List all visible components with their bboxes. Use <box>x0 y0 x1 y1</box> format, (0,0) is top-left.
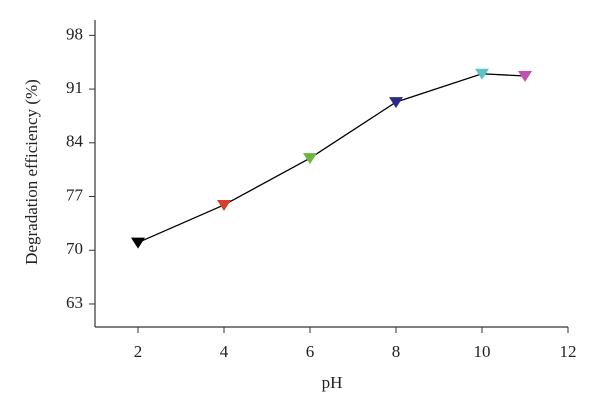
marker <box>131 237 145 249</box>
x-tick-label: 4 <box>220 342 229 361</box>
x-tick-label: 6 <box>306 342 315 361</box>
x-tick-label: 10 <box>474 342 491 361</box>
marker <box>217 199 231 211</box>
marker <box>518 71 532 83</box>
y-tick-label: 70 <box>66 239 83 258</box>
y-tick-label: 98 <box>66 24 83 43</box>
y-tick-label: 84 <box>66 132 84 151</box>
marker <box>303 153 317 165</box>
x-tick-label: 8 <box>392 342 401 361</box>
line <box>137 73 526 244</box>
x-tick-label: 2 <box>134 342 143 361</box>
y-tick-label: 63 <box>66 293 83 312</box>
x-axis-label: pH <box>322 373 343 392</box>
marker <box>389 97 403 109</box>
marker <box>475 68 489 80</box>
x-tick-label: 12 <box>560 342 577 361</box>
y-axis-label: Degradation efficiency (%) <box>22 79 41 265</box>
y-tick-label: 91 <box>66 78 83 97</box>
y-tick-label: 77 <box>66 185 84 204</box>
